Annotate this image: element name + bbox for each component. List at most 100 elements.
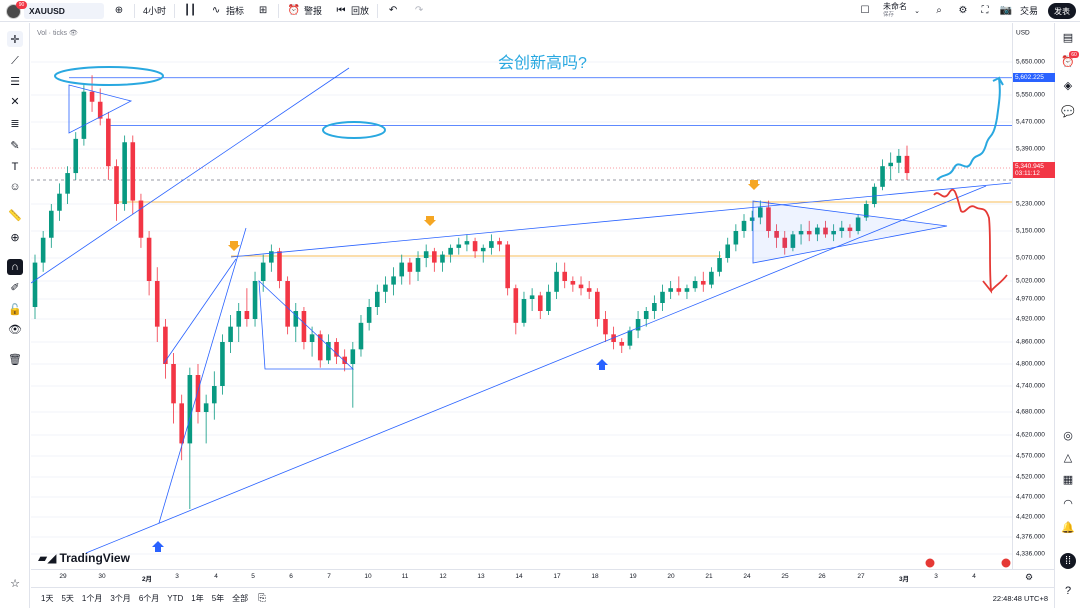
candle-body <box>700 281 706 285</box>
calendar-icon[interactable]: ▦ <box>1062 473 1074 486</box>
eye-icon[interactable]: 👁 <box>68 30 78 37</box>
star-icon[interactable]: ☆ <box>10 577 20 590</box>
candle-body <box>823 227 828 235</box>
annotation-text[interactable]: 会创新高吗? <box>498 55 587 72</box>
redo-button[interactable]: ↷ <box>406 0 432 22</box>
pattern-icon[interactable]: ✕ <box>10 95 20 108</box>
alert-label: 警报 <box>304 6 323 16</box>
candle-body <box>619 342 625 346</box>
candle-body <box>350 349 356 364</box>
square-icon: ☐ <box>860 5 870 16</box>
range-button[interactable]: 1个月 <box>81 593 103 603</box>
range-button[interactable]: 5年 <box>211 593 225 603</box>
layout-name-button[interactable]: ☐ 未命名 保存 ⌄ <box>852 0 930 22</box>
range-button[interactable]: 1天 <box>41 593 54 603</box>
symbol-search[interactable]: XAUUSD <box>24 2 104 19</box>
candle-body <box>326 342 331 361</box>
emoji-icon[interactable]: ☺ <box>9 181 21 193</box>
right-sidebar: ▤ ⏰ 60 ◈ 💬 ◎ △ ▦ ◠ 🔔 ⁞⁞ ? <box>1054 23 1080 608</box>
watchlist-icon[interactable]: ▤ <box>1062 31 1074 44</box>
snapshot-button[interactable]: 📷 <box>993 0 1019 22</box>
range-button[interactable]: 3个月 <box>110 593 131 603</box>
trade-button[interactable]: 交易 <box>1014 0 1044 22</box>
candle-body <box>896 155 902 163</box>
time-scale[interactable]: ⚙ 29 30 2月 3 4 5 6 7 10 11 12 13 14 17 18 19 20 21 24 25 26 2… <box>31 569 1054 586</box>
chat-icon[interactable]: 💬 <box>1061 105 1075 118</box>
interval-button[interactable]: 4小时 <box>137 0 172 22</box>
add-symbol-button[interactable]: ⊕ <box>106 0 132 22</box>
time-label: 24 <box>743 573 751 580</box>
candle-body <box>187 375 193 444</box>
help-icon[interactable]: ? <box>1064 585 1072 597</box>
candle-body <box>798 231 804 235</box>
symbol-label: XAUUSD <box>29 5 65 16</box>
undo-button[interactable]: ↶ <box>380 0 406 22</box>
stay-drawing-icon[interactable]: ✐ <box>10 281 20 294</box>
layers-icon[interactable]: ◈ <box>1063 79 1073 92</box>
legend-text: Vol · ticks <box>37 30 67 37</box>
price-scale[interactable]: USD 5,650.000 5,550.000 5,470.000 5,390.000… <box>1012 23 1055 569</box>
range-button[interactable]: 全部 <box>232 593 249 603</box>
bar-countdown: 03:11:12 <box>1015 170 1040 177</box>
date-range-icon[interactable]: ⎘ <box>258 592 267 604</box>
replay-button[interactable]: ⏮ 回放 <box>328 0 375 22</box>
range-buttons: 1天 5天 1个月 3个月 6个月 YTD 1年 5年 全部 <box>31 593 252 604</box>
highlight-ellipse-mid <box>322 121 386 139</box>
lock-icon[interactable]: 🔓 <box>8 303 22 316</box>
candle-body <box>513 288 519 323</box>
candle-body <box>904 155 910 174</box>
indicators-button[interactable]: ∿ 指标 <box>203 0 250 22</box>
brush-icon[interactable]: ✎ <box>10 139 20 152</box>
settings-button[interactable]: ⚙ <box>950 0 976 22</box>
horizontal-lines-icon[interactable]: ☰ <box>10 75 20 88</box>
layouts-button[interactable]: ⊞ <box>250 0 276 22</box>
bell-icon[interactable]: 🔔 <box>1061 521 1075 534</box>
fullscreen-icon: ⛶ <box>981 5 989 16</box>
price-chart[interactable] <box>31 23 1012 569</box>
settings-icon[interactable]: ⚙ <box>1025 572 1034 582</box>
forecast-up-path <box>936 76 1004 181</box>
time-label: 4 <box>972 573 976 580</box>
time-label: 2月 <box>141 576 153 583</box>
target-icon[interactable]: ◎ <box>1063 429 1073 442</box>
arrow-down-marker <box>228 241 240 251</box>
trend-line-icon[interactable]: ⟋ <box>11 54 19 67</box>
range-button[interactable]: 6个月 <box>138 593 160 603</box>
apps-icon[interactable]: ⁞⁞ <box>1060 553 1076 569</box>
candle-body <box>570 281 576 285</box>
publish-button[interactable]: 发表 <box>1048 3 1076 19</box>
visibility-icon[interactable]: 👁 <box>8 323 22 336</box>
triangle-icon[interactable]: △ <box>1063 451 1073 464</box>
channel-line <box>158 227 247 524</box>
text-icon[interactable]: T <box>11 161 19 173</box>
tradingview-logo: ▰◢ TradingView <box>38 551 130 565</box>
candle-body <box>440 254 445 263</box>
range-button[interactable]: 5天 <box>61 593 74 603</box>
candle-body <box>749 217 755 221</box>
broadcast-icon[interactable]: ◠ <box>1063 497 1073 510</box>
alert-button[interactable]: ⏰ 警报 <box>281 0 328 22</box>
candle-body <box>456 244 462 248</box>
range-button[interactable]: 1年 <box>191 593 204 603</box>
candle-body <box>863 204 869 218</box>
chart-type-button[interactable]: ┃┃ <box>177 0 203 22</box>
magnet-icon[interactable]: ∩ <box>7 259 23 275</box>
quick-search-button[interactable]: ⌕ <box>926 0 952 22</box>
tv-logo-text: TradingView <box>59 551 130 565</box>
candle-body <box>497 241 502 245</box>
fullscreen-button[interactable]: ⛶ <box>972 0 998 22</box>
crosshair-icon[interactable]: ✛ <box>7 31 23 47</box>
channel-line-2 <box>163 258 237 364</box>
trash-icon[interactable]: 🗑 <box>8 353 22 366</box>
triangle-pattern-top <box>68 84 133 134</box>
candle-body <box>839 227 845 231</box>
range-button[interactable]: YTD <box>167 593 184 603</box>
candle-body <box>407 262 413 272</box>
alerts-panel-icon[interactable]: ⏰ <box>1061 55 1075 68</box>
zoom-icon[interactable]: ⊕ <box>10 231 20 244</box>
fib-icon[interactable]: ≣ <box>10 117 20 130</box>
candle-body <box>855 217 861 231</box>
ruler-icon[interactable]: 📏 <box>8 209 22 222</box>
time-label: 19 <box>629 573 637 580</box>
